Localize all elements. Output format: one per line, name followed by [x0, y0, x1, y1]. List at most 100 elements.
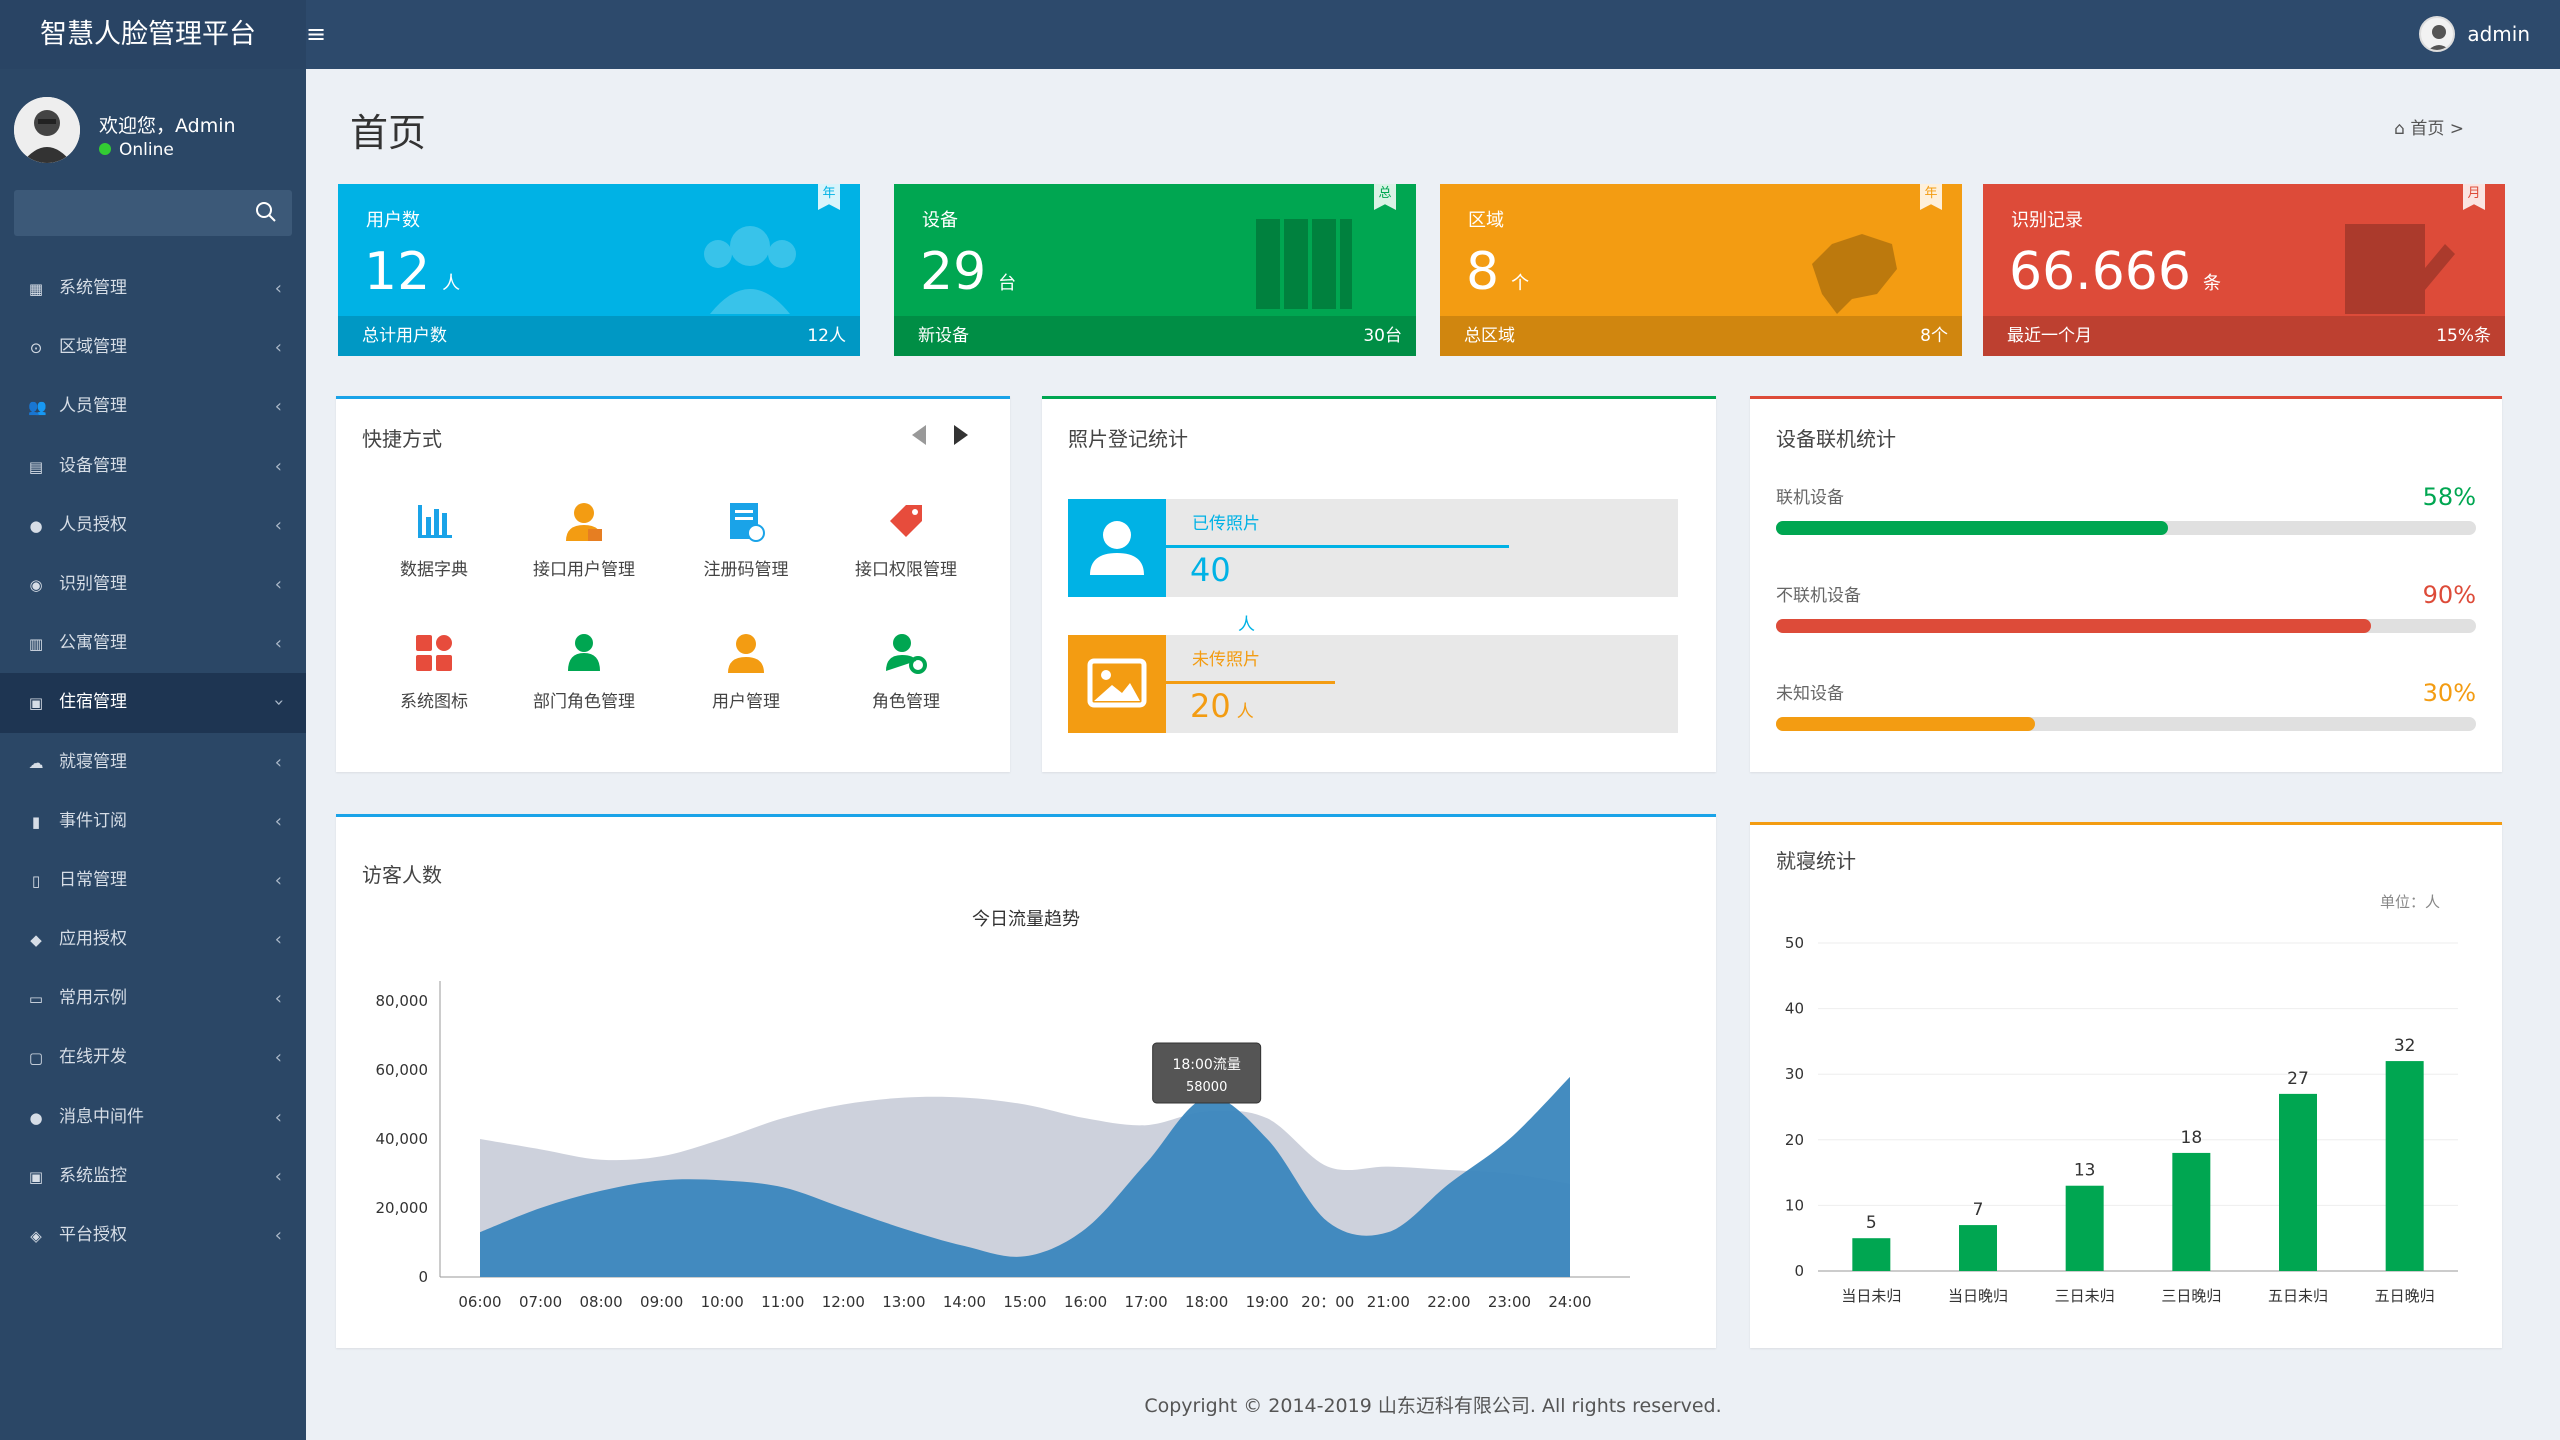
- sidebar-item-9[interactable]: ▮ 事件订阅 ‹: [0, 792, 306, 851]
- x-tick-label: 09:00: [640, 1293, 683, 1311]
- x-tick-label: 23:00: [1488, 1293, 1531, 1311]
- stat-card-2[interactable]: 年区域 8 个总区域 8个: [1440, 184, 1962, 356]
- progress-track: [1776, 619, 2476, 633]
- stat-footer: 总区域 8个: [1440, 316, 1962, 356]
- shortcut-0[interactable]: 数据字典: [364, 499, 504, 589]
- building-icon: ▥: [28, 635, 44, 654]
- eye-icon: ◉: [29, 575, 43, 594]
- device-icon: ▤: [28, 457, 44, 476]
- device-stats-panel: 设备联机统计 联机设备 58% 不联机设备 90% 未知设备 30%: [1750, 396, 2502, 772]
- page-title: 首页: [350, 111, 427, 155]
- x-tick-label: 当日未归: [1841, 1287, 1901, 1305]
- bed-icon: ☁: [28, 753, 44, 772]
- sidebar-item-2[interactable]: 👥 人员管理 ‹: [0, 377, 306, 436]
- device-progress-0: 联机设备 58%: [1776, 483, 2476, 535]
- user-panel: 欢迎您，Admin Online: [14, 97, 294, 167]
- apps-icon: [416, 635, 452, 671]
- visitors-panel: 访客人数 今日流量趋势 0 20,000 40,000 60,000 80,000 06:0…: [336, 814, 1716, 1348]
- pending-photos-stat: 未传照片 20 人: [1068, 635, 1678, 733]
- bar-value-label: 13: [2074, 1161, 2096, 1181]
- group-icon: [568, 634, 600, 671]
- bar-value-label: 27: [2287, 1069, 2309, 1089]
- user-menu[interactable]: admin: [2419, 16, 2530, 52]
- user-photo-icon: [1068, 499, 1166, 597]
- users-icon: 👥: [28, 398, 47, 417]
- tooltip-title: 18:00流量: [1172, 1057, 1240, 1073]
- x-tick-label: 五日晚归: [2375, 1287, 2435, 1305]
- sidebar-item-0[interactable]: ▦ 系统管理 ‹: [0, 259, 306, 318]
- window-icon: ▭: [28, 990, 44, 1009]
- menu-toggle-icon[interactable]: ≡: [305, 20, 327, 48]
- screen-icon: ▣: [28, 1167, 44, 1186]
- panel-title: 照片登记统计: [1068, 427, 1188, 451]
- next-arrow-icon[interactable]: [954, 425, 968, 445]
- chevron-left-icon: ‹: [274, 751, 282, 773]
- user-lock-icon: [566, 503, 602, 541]
- stat-card-3[interactable]: 月识别记录 66.666 条最近一个月 15%条: [1983, 184, 2505, 356]
- search-input[interactable]: [14, 190, 292, 236]
- sidebar-item-13[interactable]: ▢ 在线开发 ‹: [0, 1028, 306, 1087]
- shortcuts-panel: 快捷方式 数据字典 接口用户管理 注册码管理 接口权限管理 系统图标 部门角色管理 用户管理…: [336, 396, 1010, 772]
- sidebar-item-8[interactable]: ☁ 就寝管理 ‹: [0, 733, 306, 792]
- x-tick-label: 15:00: [1003, 1293, 1046, 1311]
- cube-icon: ◆: [30, 931, 42, 950]
- sidebar-item-4[interactable]: ● 人员授权 ‹: [0, 496, 306, 555]
- stat-label: 用户数: [366, 210, 420, 231]
- brand-logo[interactable]: 智慧人脸管理平台: [0, 0, 306, 69]
- sleep-bar-chart: 单位：人 0 10 20 30 40 50 5 当日未归 7 当日晚归 13 三日未归 18 三日晚归 27 五…: [1785, 893, 2458, 1305]
- progress-label: 联机设备: [1776, 488, 1844, 508]
- bar-3: [2172, 1152, 2211, 1271]
- chevron-left-icon: ‹: [274, 337, 282, 359]
- sidebar-item-10[interactable]: ▯ 日常管理 ‹: [0, 851, 306, 910]
- stat-card-0[interactable]: 年用户数 12 人总计用户数 12人: [338, 184, 860, 356]
- sidebar-item-label: 识别管理: [59, 573, 127, 594]
- prev-arrow-icon[interactable]: [912, 425, 926, 445]
- sidebar-item-5[interactable]: ◉ 识别管理 ‹: [0, 555, 306, 614]
- shortcut-label: 数据字典: [400, 560, 468, 580]
- shortcut-6[interactable]: 用户管理: [676, 631, 816, 721]
- shortcut-4[interactable]: 系统图标: [364, 631, 504, 721]
- sidebar-item-6[interactable]: ▥ 公寓管理 ‹: [0, 614, 306, 673]
- sidebar-item-7[interactable]: ▣ 住宿管理 ‹: [0, 673, 306, 733]
- tooltip-value: 58000: [1186, 1080, 1227, 1095]
- breadcrumb[interactable]: ⌂ 首页 >: [2394, 119, 2464, 139]
- person-icon: [728, 634, 764, 673]
- pending-label: 未传照片: [1192, 650, 1260, 670]
- sidebar-item-16[interactable]: ◈ 平台授权 ‹: [0, 1206, 306, 1265]
- shortcut-label: 系统图标: [400, 692, 468, 712]
- x-tick-label: 12:00: [822, 1293, 865, 1311]
- bar-value-label: 7: [1973, 1200, 1984, 1220]
- shortcut-3[interactable]: 接口权限管理: [836, 499, 976, 589]
- shortcut-7[interactable]: 角色管理: [836, 631, 976, 721]
- sidebar-item-11[interactable]: ◆ 应用授权 ‹: [0, 910, 306, 969]
- shortcut-1[interactable]: 接口用户管理: [514, 499, 654, 589]
- sidebar-item-label: 日常管理: [59, 869, 127, 890]
- chevron-left-icon: ‹: [274, 1106, 282, 1128]
- sidebar-item-1[interactable]: ⊙ 区域管理 ‹: [0, 318, 306, 377]
- shortcut-label: 接口权限管理: [855, 560, 957, 580]
- search-icon[interactable]: [254, 200, 278, 224]
- progress-fill: [1776, 619, 2371, 633]
- target-icon: ⊙: [29, 339, 43, 358]
- progress-percent: 58%: [2422, 483, 2476, 511]
- chart-title: 今日流量趋势: [972, 909, 1080, 930]
- stat-card-1[interactable]: 总设备 29 台新设备 30台: [894, 184, 1416, 356]
- period-badge: 月: [2463, 184, 2485, 210]
- progress-track: [1776, 717, 2476, 731]
- bar-value-label: 18: [2181, 1128, 2203, 1148]
- sidebar-item-14[interactable]: ● 消息中间件 ‹: [0, 1088, 306, 1147]
- sidebar-item-label: 人员管理: [59, 396, 127, 417]
- sidebar-item-3[interactable]: ▤ 设备管理 ‹: [0, 437, 306, 496]
- sidebar-item-12[interactable]: ▭ 常用示例 ‹: [0, 969, 306, 1028]
- shortcut-2[interactable]: 注册码管理: [676, 499, 816, 589]
- sidebar-item-label: 公寓管理: [59, 633, 127, 654]
- tag-icon: [890, 505, 922, 537]
- shortcut-5[interactable]: 部门角色管理: [514, 631, 654, 721]
- sidebar-item-15[interactable]: ▣ 系统监控 ‹: [0, 1147, 306, 1206]
- uploaded-progress: [1166, 545, 1510, 548]
- pending-value: 20 人: [1190, 687, 1254, 725]
- chevron-left-icon: ‹: [274, 514, 282, 536]
- chevron-left-icon: ‹: [274, 869, 282, 891]
- stat-value: 66.666 条: [2009, 242, 2221, 302]
- chevron-left-icon: ‹: [274, 1225, 282, 1246]
